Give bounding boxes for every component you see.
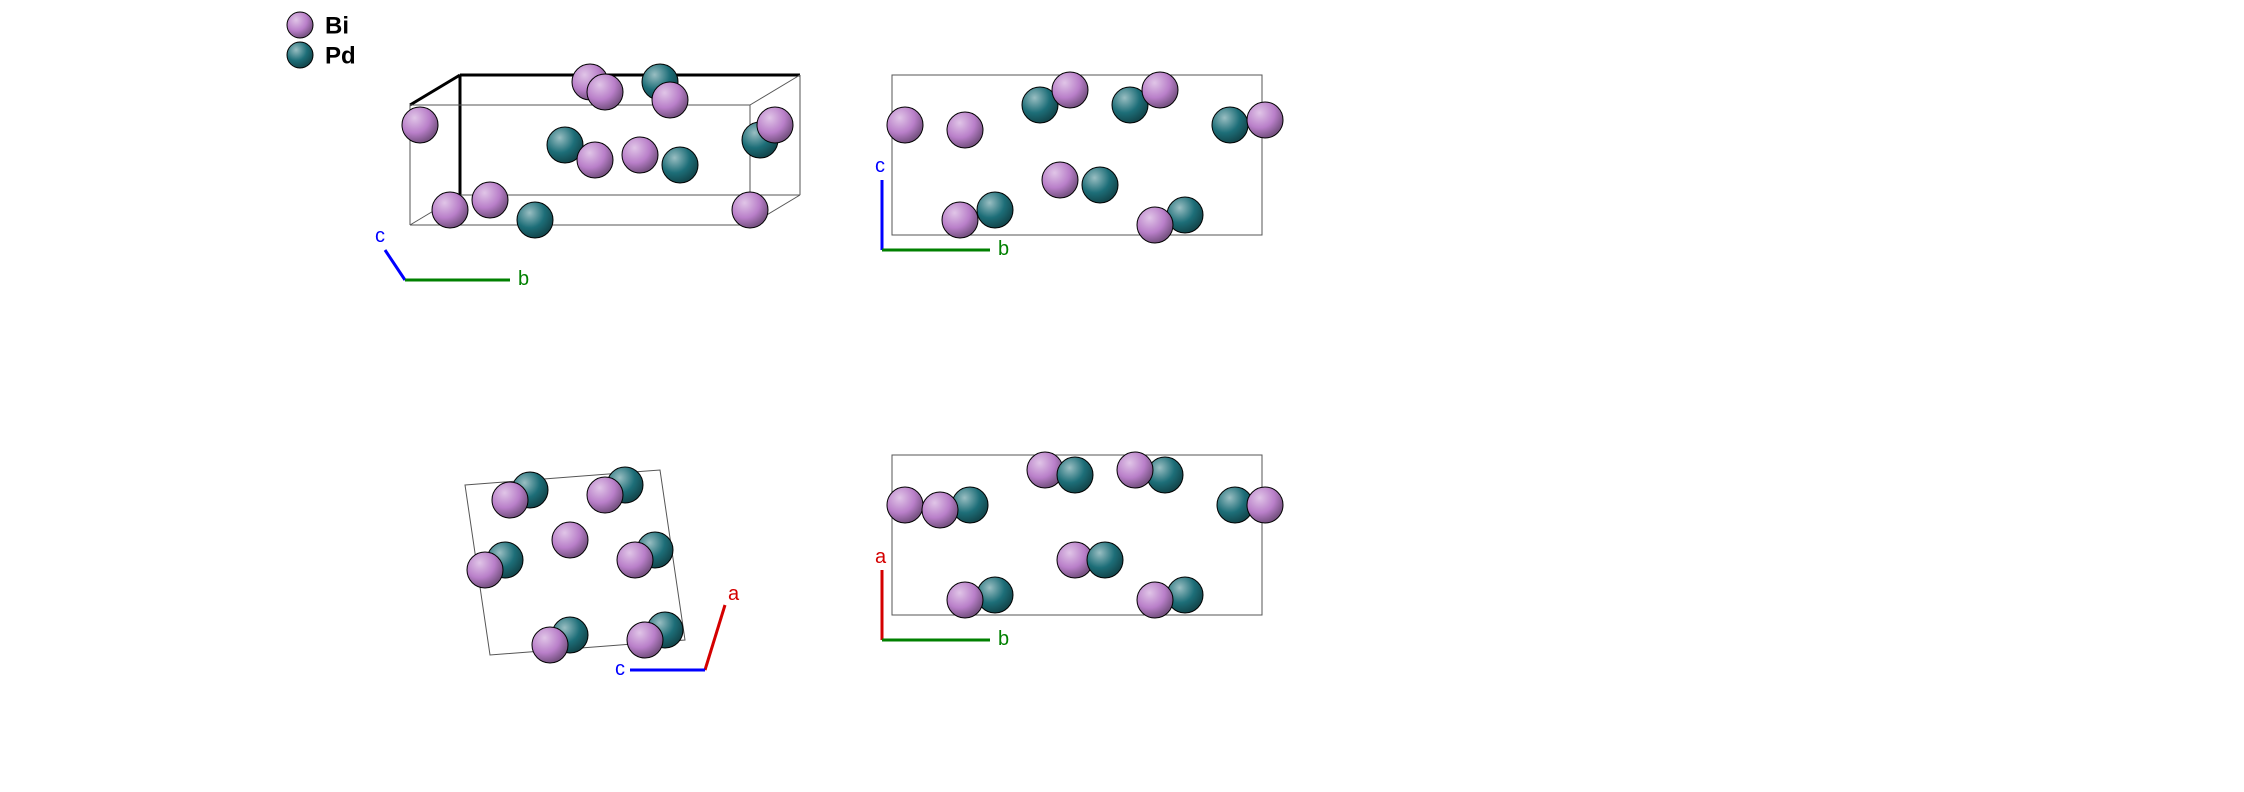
atom-bi: [577, 142, 613, 178]
axis-c: [385, 250, 405, 280]
atom-pd: [1087, 542, 1123, 578]
atom-bi: [652, 82, 688, 118]
atom-bi: [947, 112, 983, 148]
legend-label-pd: Pd: [325, 42, 356, 69]
panel-ab-bottom-right: ab: [870, 440, 1290, 680]
atom-bi: [587, 477, 623, 513]
atom-bi: [757, 107, 793, 143]
legend-swatch-pd: [287, 42, 313, 68]
atom-bi: [1247, 102, 1283, 138]
atom-bi: [1042, 162, 1078, 198]
atom-bi: [732, 192, 768, 228]
panel-bc-top-right: cb: [870, 60, 1290, 280]
atom-bi: [467, 552, 503, 588]
atom-pd: [1057, 457, 1093, 493]
atom-bi: [887, 487, 923, 523]
atom-bi: [627, 622, 663, 658]
atom-bi: [552, 522, 588, 558]
axis-label-a: a: [875, 546, 887, 568]
axis-label-c: c: [615, 658, 625, 680]
atom-bi: [622, 137, 658, 173]
cell-edge: [410, 75, 460, 105]
atom-pd: [977, 192, 1013, 228]
figure-stage: BiPd cb cb ac ab: [0, 0, 2244, 792]
axis-label-b: b: [998, 238, 1009, 260]
atom-bi: [922, 492, 958, 528]
atom-bi: [532, 627, 568, 663]
atom-bi: [1142, 72, 1178, 108]
atom-bi: [472, 182, 508, 218]
atom-bi: [617, 542, 653, 578]
cell-edge: [750, 75, 800, 105]
atom-bi: [1137, 207, 1173, 243]
axis-label-c: c: [875, 155, 885, 177]
atom-bi: [587, 74, 623, 110]
axis-label-a: a: [728, 583, 740, 605]
panel-ac-bottom-left: ac: [425, 440, 745, 700]
atom-bi: [1247, 487, 1283, 523]
atom-bi: [1052, 72, 1088, 108]
atom-bi: [432, 192, 468, 228]
atom-bi: [402, 107, 438, 143]
atom-pd: [1082, 167, 1118, 203]
atom-pd: [662, 147, 698, 183]
legend-swatch-bi: [287, 12, 313, 38]
axis-label-b: b: [998, 628, 1009, 650]
axis-label-c: c: [375, 225, 385, 247]
atom-bi: [887, 107, 923, 143]
axis-a: [705, 605, 725, 670]
atom-bi: [942, 202, 978, 238]
atom-pd: [1212, 107, 1248, 143]
legend-label-bi: Bi: [325, 12, 349, 39]
atom-bi: [1137, 582, 1173, 618]
atom-bi: [492, 482, 528, 518]
atom-bi: [1117, 452, 1153, 488]
atom-pd: [517, 202, 553, 238]
axis-label-b: b: [518, 268, 529, 290]
atom-bi: [947, 582, 983, 618]
panel-3d-top-left: cb: [360, 60, 820, 300]
